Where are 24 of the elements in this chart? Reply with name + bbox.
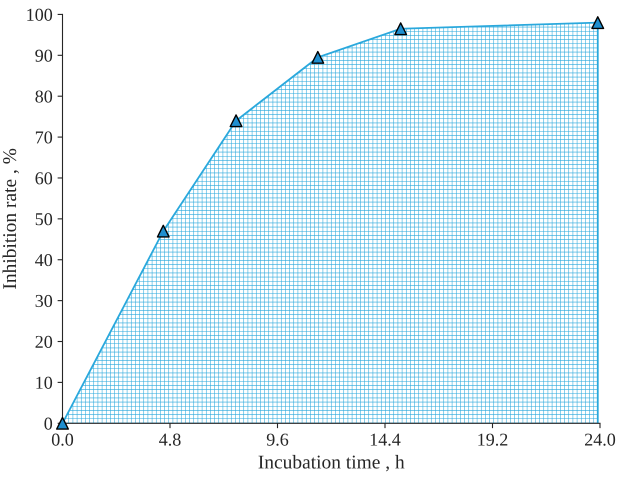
y-tick-label: 50 [36, 213, 52, 226]
y-tick-label: 10 [36, 376, 52, 389]
y-tick-label: 100 [27, 8, 52, 21]
y-tick-label: 60 [36, 172, 52, 184]
point [311, 50, 324, 64]
point [230, 114, 243, 128]
y-tick-label: 30 [36, 294, 52, 308]
point [591, 16, 604, 30]
y-tick-label: 80 [35, 90, 52, 103]
x-tick-label: 9.6 [266, 434, 288, 446]
y-tick-label: 20 [36, 336, 52, 348]
point [156, 224, 170, 238]
x-tick-label: 14.4 [370, 434, 401, 446]
point [394, 22, 408, 36]
y-axis-title: Inhibition rate , % [2, 148, 19, 289]
y-tick-label: 70 [36, 131, 52, 144]
x-tick-label: 24.0 [584, 434, 616, 446]
y-tick-label: 40 [35, 254, 52, 266]
x-axis-title: Incubation time , h [258, 454, 404, 472]
x-tick-label: 4.8 [159, 434, 181, 446]
y-tick-label: 90 [35, 50, 52, 62]
y-tick-label: 0 [44, 418, 52, 430]
x-tick-label: 0.0 [52, 434, 74, 446]
x-tick-label: 19.2 [478, 434, 508, 446]
